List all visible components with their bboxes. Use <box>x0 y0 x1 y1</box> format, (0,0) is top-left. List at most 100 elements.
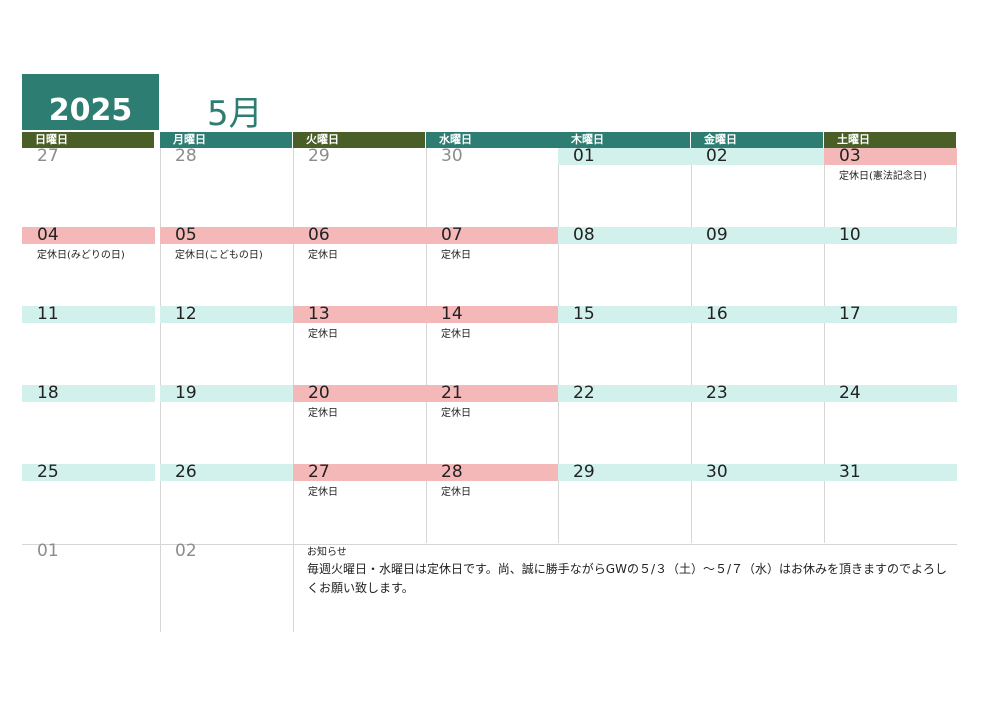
notice-box: お知らせ 毎週火曜日・水曜日は定休日です。尚、誠に勝手ながらGWの５/３（土）～… <box>307 546 957 598</box>
open-day-band <box>22 385 155 402</box>
day-number: 27 <box>308 462 330 482</box>
grid-divider <box>426 148 427 543</box>
day-number: 12 <box>175 304 197 324</box>
day-note: 定休日 <box>441 487 471 498</box>
day-number: 24 <box>839 383 861 403</box>
day-number: 22 <box>573 383 595 403</box>
day-cell: 03 定休日(憲法記念日) <box>824 146 957 227</box>
day-cell: 02 <box>691 146 824 227</box>
day-note: 定休日 <box>308 250 338 261</box>
day-number: 02 <box>706 146 728 166</box>
weekday-header-thursday: 木曜日 <box>558 132 690 148</box>
open-day-band <box>824 464 957 481</box>
grid-divider <box>956 148 957 227</box>
day-cell: 08 <box>558 225 691 306</box>
day-cell: 17 <box>824 304 957 385</box>
day-number: 27 <box>37 146 59 166</box>
open-day-band <box>22 464 155 481</box>
weekday-header-wednesday: 水曜日 <box>426 132 558 148</box>
day-cell: 21 定休日 <box>426 383 559 464</box>
open-day-band <box>824 306 957 323</box>
day-note: 定休日 <box>308 329 338 340</box>
closed-day-band <box>22 227 155 244</box>
day-cell: 11 <box>22 304 155 385</box>
open-day-band <box>160 385 293 402</box>
open-day-band <box>558 148 691 165</box>
day-number: 09 <box>706 225 728 245</box>
day-cell: 14 定休日 <box>426 304 559 385</box>
day-cell: 29 <box>293 146 426 227</box>
day-number: 05 <box>175 225 197 245</box>
day-cell: 25 <box>22 462 155 543</box>
open-day-band <box>824 227 957 244</box>
day-note: 定休日 <box>308 408 338 419</box>
day-cell: 16 <box>691 304 824 385</box>
open-day-band <box>691 464 824 481</box>
day-number: 06 <box>308 225 330 245</box>
day-cell: 12 <box>160 304 293 385</box>
open-day-band <box>22 306 155 323</box>
day-cell: 19 <box>160 383 293 464</box>
open-day-band <box>558 227 691 244</box>
open-day-band <box>691 385 824 402</box>
day-number: 25 <box>37 462 59 482</box>
closed-day-band <box>824 148 957 165</box>
day-cell: 07 定休日 <box>426 225 559 306</box>
day-cell: 04 定休日(みどりの日) <box>22 225 155 306</box>
day-number: 31 <box>839 462 861 482</box>
day-number: 28 <box>175 146 197 166</box>
day-number: 18 <box>37 383 59 403</box>
day-cell: 22 <box>558 383 691 464</box>
day-number: 02 <box>175 541 197 561</box>
open-day-band <box>691 306 824 323</box>
day-number: 08 <box>573 225 595 245</box>
notice-title: お知らせ <box>307 547 347 558</box>
day-note: 定休日 <box>441 250 471 261</box>
day-number: 26 <box>175 462 197 482</box>
day-number: 01 <box>37 541 59 561</box>
open-day-band <box>558 306 691 323</box>
day-cell: 27 <box>22 146 155 227</box>
day-number: 23 <box>706 383 728 403</box>
open-day-band <box>824 385 957 402</box>
notice-text: 毎週火曜日・水曜日は定休日です。尚、誠に勝手ながらGWの５/３（土）～５/７（水… <box>307 562 948 595</box>
day-number: 19 <box>175 383 197 403</box>
day-note: 定休日 <box>441 408 471 419</box>
day-cell: 28 <box>160 146 293 227</box>
day-number: 30 <box>706 462 728 482</box>
day-cell: 29 <box>558 462 691 543</box>
closed-day-band <box>426 464 559 481</box>
day-cell: 28 定休日 <box>426 462 559 543</box>
day-cell: 09 <box>691 225 824 306</box>
day-number: 20 <box>308 383 330 403</box>
day-number: 03 <box>839 146 861 166</box>
open-day-band <box>558 385 691 402</box>
open-day-band <box>691 227 824 244</box>
day-number: 28 <box>441 462 463 482</box>
closed-day-band <box>293 464 426 481</box>
day-cell: 13 定休日 <box>293 304 426 385</box>
grid-divider <box>558 148 559 543</box>
day-cell: 10 <box>824 225 957 306</box>
open-day-band <box>691 148 824 165</box>
day-number: 30 <box>441 146 463 166</box>
weekday-header-sunday: 日曜日 <box>22 132 154 148</box>
day-cell: 30 <box>426 146 559 227</box>
day-cell: 02 <box>160 541 293 622</box>
weekday-header-saturday: 土曜日 <box>824 132 956 148</box>
day-cell: 24 <box>824 383 957 464</box>
closed-day-band <box>426 227 559 244</box>
day-number: 29 <box>573 462 595 482</box>
day-cell: 30 <box>691 462 824 543</box>
day-number: 14 <box>441 304 463 324</box>
day-cell: 06 定休日 <box>293 225 426 306</box>
day-cell: 15 <box>558 304 691 385</box>
day-number: 13 <box>308 304 330 324</box>
day-number: 21 <box>441 383 463 403</box>
day-note: 定休日(こどもの日) <box>175 250 263 261</box>
day-note: 定休日 <box>441 329 471 340</box>
open-day-band <box>160 306 293 323</box>
day-note: 定休日 <box>308 487 338 498</box>
year-label: 2025 <box>22 74 159 130</box>
weekday-header-friday: 金曜日 <box>691 132 823 148</box>
